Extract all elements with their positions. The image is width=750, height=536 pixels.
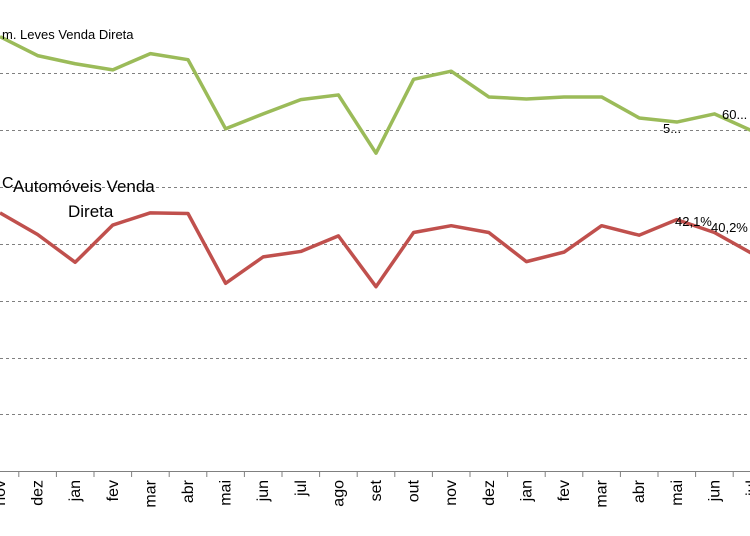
gridlines [0, 73, 750, 415]
x-tick-label: nov [0, 480, 9, 506]
x-axis-tick-marks [18, 471, 734, 477]
x-tick-label: set [368, 479, 385, 501]
x-tick-label: abr [631, 479, 648, 503]
x-tick-label: fev [105, 480, 122, 501]
x-tick-label: jun [706, 480, 723, 502]
series-label-red-line1: Automóveis Venda [13, 177, 155, 196]
x-tick-label: mai [669, 480, 686, 506]
x-tick-label: ago [330, 480, 347, 507]
x-tick-label: jul [293, 480, 310, 497]
series-line-automoveis [0, 211, 750, 289]
x-tick-label: nov [443, 480, 460, 506]
series-label-fragment: C [2, 175, 14, 192]
x-tick-label: jul [744, 480, 750, 497]
x-tick-label: jan [67, 480, 84, 502]
x-tick-label: jan [518, 480, 535, 502]
series-line-com-leves [0, 35, 750, 155]
x-tick-label: mar [594, 479, 611, 507]
data-label: 60... [722, 107, 747, 122]
x-tick-label: jun [255, 480, 272, 502]
series-label-red-line2: Direta [68, 202, 114, 221]
x-tick-label: out [406, 479, 423, 502]
x-tick-label: mai [218, 480, 235, 506]
data-labels: 5... 60... 42,1% 40,2% [663, 107, 748, 235]
x-tick-label: abr [180, 479, 197, 503]
series-layer [0, 35, 750, 289]
data-label: 40,2% [711, 220, 748, 235]
series-label-green: m. Leves Venda Direta [2, 27, 134, 42]
x-tick-label: fev [556, 480, 573, 501]
series-labels: C m. Leves Venda Direta Automóveis Venda… [2, 27, 155, 221]
data-label: 42,1% [675, 214, 712, 229]
data-label: 5... [663, 121, 681, 136]
x-axis-tick-labels: nov dez jan fev mar abr mai jun jul ago set out nov d… [0, 479, 750, 507]
x-tick-label: dez [30, 480, 47, 506]
x-tick-label: mar [142, 479, 159, 507]
x-tick-label: dez [481, 480, 498, 506]
